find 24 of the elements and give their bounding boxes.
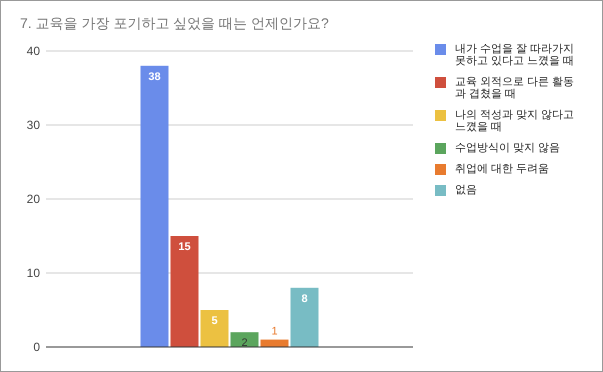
legend-label: 나의 적성과 맞지 않다고 느꼈을 때 bbox=[455, 109, 576, 133]
legend-label: 수업방식이 맞지 않음 bbox=[455, 142, 560, 154]
data-label: 38 bbox=[148, 70, 161, 83]
bar bbox=[170, 236, 198, 347]
bar bbox=[200, 310, 228, 347]
data-label: 5 bbox=[211, 315, 218, 327]
chart-title: 7. 교육을 가장 포기하고 싶었을 때는 언제인가요? bbox=[20, 15, 329, 33]
data-label: 1 bbox=[271, 326, 278, 338]
legend-label: 취업에 대한 두려움 bbox=[455, 163, 550, 175]
legend-label: 교육 외적으로 다른 활동과 겹쳤을 때 bbox=[455, 76, 576, 100]
y-tick-label: 40 bbox=[26, 44, 40, 58]
y-tick-label: 10 bbox=[26, 266, 40, 280]
data-label: 2 bbox=[241, 337, 248, 350]
bar bbox=[260, 340, 288, 347]
data-label: 15 bbox=[178, 241, 191, 253]
y-tick-label: 0 bbox=[33, 340, 40, 354]
y-tick-label: 30 bbox=[26, 118, 40, 132]
data-label: 8 bbox=[301, 292, 308, 305]
bar bbox=[230, 332, 258, 347]
legend-label: 내가 수업을 잘 따라가지 못하고 있다고 느꼈을 때 bbox=[455, 43, 576, 67]
bar bbox=[290, 288, 318, 347]
legend-label: 없음 bbox=[455, 184, 477, 196]
y-tick-label: 20 bbox=[26, 192, 40, 206]
bar bbox=[140, 66, 168, 347]
